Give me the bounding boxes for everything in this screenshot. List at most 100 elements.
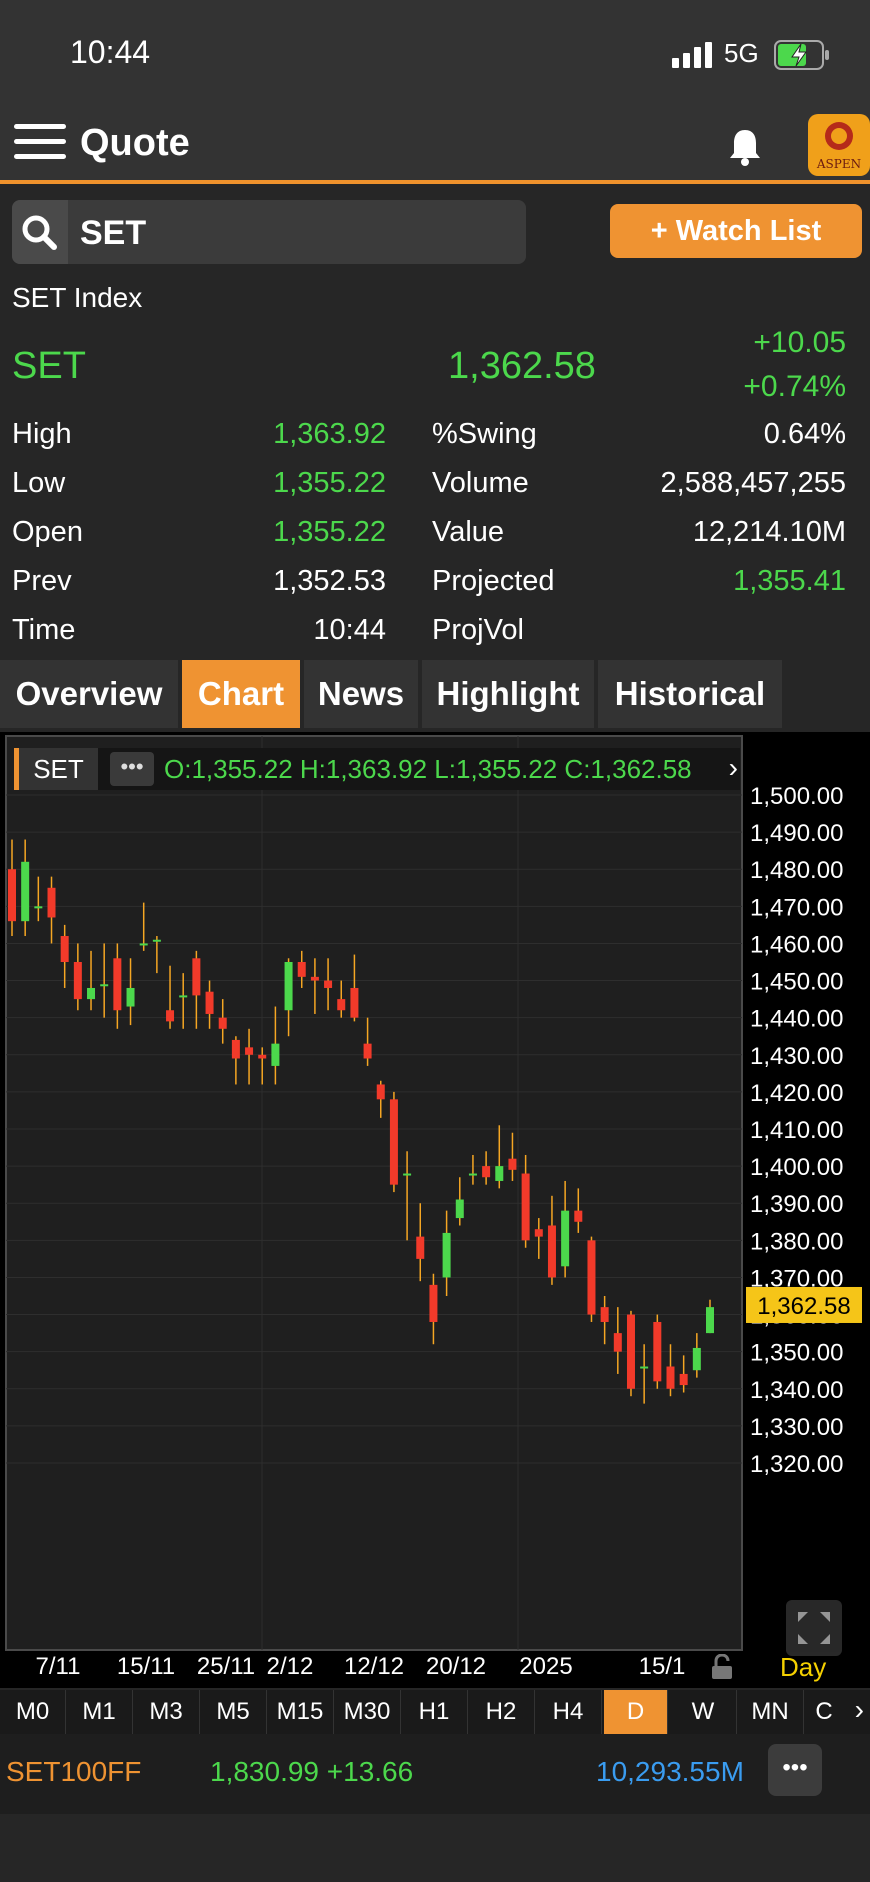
candle-body bbox=[495, 1166, 504, 1181]
search-icon[interactable] bbox=[12, 200, 68, 264]
candle-body bbox=[692, 1347, 701, 1371]
timeframe-m30[interactable]: M30 bbox=[334, 1690, 401, 1734]
candle-body bbox=[113, 958, 122, 1011]
price-chart[interactable]: 1,320.001,330.001,340.001,350.001,360.00… bbox=[0, 732, 870, 1688]
add-watchlist-button[interactable]: + Watch List bbox=[610, 204, 862, 258]
candle-body bbox=[73, 962, 82, 1000]
candle-body bbox=[126, 987, 135, 1007]
search-input[interactable] bbox=[80, 214, 500, 253]
timeframe-w[interactable]: W bbox=[670, 1690, 737, 1734]
logo-text: ASPEN bbox=[816, 157, 861, 171]
candle-body bbox=[666, 1366, 675, 1389]
timeframe-d[interactable]: D bbox=[604, 1690, 668, 1734]
timeframe-m0[interactable]: M0 bbox=[0, 1690, 66, 1734]
timeframe-bar: M0 M1 M3 M5 M15 M30 H1 H2 H4 D W MN C › bbox=[0, 1690, 870, 1734]
y-tick-label: 1,430.00 bbox=[750, 1043, 843, 1070]
candle-body bbox=[350, 987, 359, 1018]
y-tick-label: 1,460.00 bbox=[750, 931, 843, 958]
ticker-symbol[interactable]: SET100FF bbox=[6, 1756, 142, 1787]
y-tick-label: 1,480.00 bbox=[750, 857, 843, 884]
ticker-more-button[interactable]: ••• bbox=[768, 1744, 822, 1796]
aspen-logo-icon[interactable]: ASPEN bbox=[808, 114, 870, 176]
candle-body bbox=[192, 958, 201, 996]
tab-chart[interactable]: Chart bbox=[182, 660, 300, 728]
timeframe-c[interactable]: C bbox=[815, 1698, 833, 1725]
last-price-marker bbox=[746, 1286, 862, 1323]
index-ticker[interactable]: SET100FF 1,830.99 +13.66 10,293.55M ••• bbox=[0, 1734, 870, 1814]
chevron-right-icon[interactable]: › bbox=[854, 1694, 864, 1725]
timeframe-h1[interactable]: H1 bbox=[401, 1690, 468, 1734]
timeframe-m3[interactable]: M3 bbox=[133, 1690, 200, 1734]
candle-body bbox=[152, 939, 161, 942]
hamburger-menu-icon[interactable] bbox=[14, 124, 66, 168]
y-tick-label: 1,500.00 bbox=[750, 783, 843, 810]
app-header: Quote ASPEN bbox=[0, 112, 870, 184]
y-tick-label: 1,470.00 bbox=[750, 894, 843, 921]
expand-icon[interactable] bbox=[786, 1600, 842, 1656]
x-tick-label: 25/11 bbox=[197, 1653, 255, 1680]
y-tick-label: 1,420.00 bbox=[750, 1080, 843, 1107]
candle-body bbox=[706, 1307, 714, 1334]
y-tick-label: 1,440.00 bbox=[750, 1006, 843, 1033]
candlestick-chart[interactable]: 1,320.001,330.001,340.001,350.001,360.00… bbox=[0, 732, 870, 1688]
stat-value-high: 1,363.92 bbox=[273, 418, 386, 450]
candle-body bbox=[47, 887, 56, 918]
timeframe-m15[interactable]: M15 bbox=[267, 1690, 334, 1734]
candle-body bbox=[310, 976, 319, 981]
stat-label-time: Time bbox=[12, 614, 76, 646]
bell-icon[interactable] bbox=[726, 126, 764, 168]
battery-icon bbox=[774, 40, 829, 70]
candle-body bbox=[363, 1043, 372, 1059]
ticker-value: 10,293.55M bbox=[596, 1756, 744, 1787]
page-title: Quote bbox=[80, 122, 190, 164]
y-tick-label: 1,380.00 bbox=[750, 1228, 843, 1255]
candle-body bbox=[679, 1373, 688, 1386]
timeframe-h2[interactable]: H2 bbox=[468, 1690, 535, 1734]
y-tick-label: 1,450.00 bbox=[750, 969, 843, 996]
stat-value-projected: 1,355.41 bbox=[733, 565, 846, 597]
chart-options-button[interactable]: ••• bbox=[110, 752, 154, 786]
quote-symbol: SET bbox=[12, 345, 86, 387]
plot-area bbox=[5, 735, 743, 1651]
timeframe-m5[interactable]: M5 bbox=[200, 1690, 267, 1734]
stat-value-prev: 1,352.53 bbox=[273, 565, 386, 597]
candle-body bbox=[389, 1099, 398, 1185]
x-tick-label: 7/11 bbox=[36, 1653, 81, 1680]
lock-icon[interactable] bbox=[710, 1654, 734, 1680]
x-tick-label: 15/11 bbox=[117, 1653, 175, 1680]
timeframe-h4[interactable]: H4 bbox=[535, 1690, 602, 1734]
timeframe-m1[interactable]: M1 bbox=[66, 1690, 133, 1734]
x-tick-label: 20/12 bbox=[426, 1653, 486, 1680]
stat-label-open: Open bbox=[12, 516, 83, 548]
candle-body bbox=[600, 1307, 609, 1322]
candle-body bbox=[271, 1043, 280, 1066]
candle-body bbox=[166, 1010, 175, 1022]
candle-body bbox=[561, 1210, 570, 1267]
candle-body bbox=[179, 995, 188, 998]
stat-label-projvol: ProjVol bbox=[432, 614, 524, 646]
y-tick-label: 1,340.00 bbox=[750, 1377, 843, 1404]
stat-value-swing: 0.64% bbox=[763, 418, 846, 450]
stat-value-low: 1,355.22 bbox=[273, 467, 386, 499]
timeframe-mn[interactable]: MN bbox=[737, 1690, 804, 1734]
chart-symbol-tag[interactable]: SET bbox=[14, 748, 98, 790]
tab-news[interactable]: News bbox=[304, 660, 418, 728]
candle-body bbox=[653, 1321, 662, 1382]
candle-body bbox=[324, 980, 333, 988]
y-tick-label: 1,490.00 bbox=[750, 820, 843, 847]
candle-body bbox=[258, 1054, 267, 1059]
chevron-right-icon[interactable]: › bbox=[728, 752, 738, 783]
last-price: 1,362.58 bbox=[448, 345, 596, 387]
stat-value-time: 10:44 bbox=[313, 614, 386, 646]
candle-body bbox=[455, 1199, 464, 1219]
y-tick-label: 1,400.00 bbox=[750, 1154, 843, 1181]
tab-historical[interactable]: Historical bbox=[598, 660, 782, 728]
tab-overview[interactable]: Overview bbox=[0, 660, 178, 728]
candle-body bbox=[587, 1240, 596, 1315]
candle-body bbox=[521, 1173, 530, 1241]
ticker-last: 1,830.99 +13.66 bbox=[210, 1756, 414, 1787]
tab-highlight[interactable]: Highlight bbox=[422, 660, 594, 728]
candle-body bbox=[231, 1039, 240, 1059]
symbol-search[interactable] bbox=[12, 200, 526, 264]
ohlc-readout: O:1,355.22 H:1,363.92 L:1,355.22 C:1,362… bbox=[164, 754, 692, 784]
